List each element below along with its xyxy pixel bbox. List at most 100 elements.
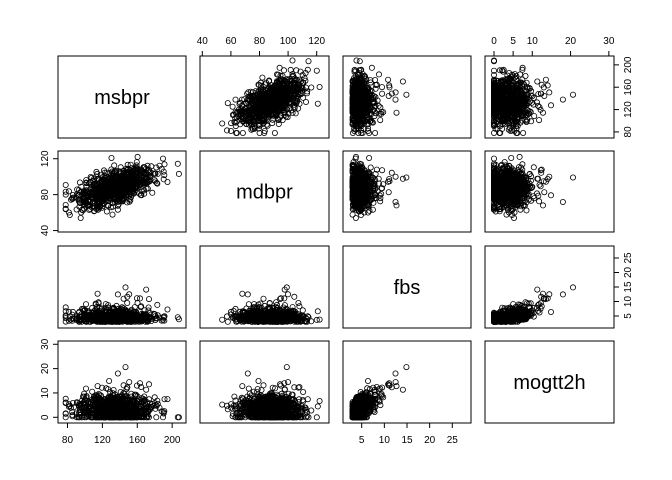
point-mdbpr-msbpr (114, 206, 121, 213)
point-msbpr-mdbpr (273, 78, 280, 85)
point-msbpr-mdbpr (243, 108, 250, 115)
point-mdbpr-msbpr (164, 178, 171, 185)
point-msbpr-mdbpr (237, 121, 244, 128)
point-msbpr-mdbpr (256, 112, 263, 119)
point-msbpr-mdbpr (279, 73, 286, 80)
point-msbpr-fbs (378, 84, 385, 91)
point-mdbpr-fbs (366, 154, 373, 161)
point-msbpr-mdbpr (271, 104, 278, 111)
point-msbpr-mdbpr (274, 78, 281, 85)
point-msbpr-mdbpr (280, 77, 287, 84)
point-msbpr-mdbpr (294, 93, 301, 100)
point-msbpr-fbs (377, 117, 384, 124)
point-mdbpr-mogtt2h (490, 155, 497, 162)
point-mdbpr-fbs (392, 173, 399, 180)
point-msbpr-mdbpr (223, 127, 230, 134)
point-mdbpr-fbs (403, 174, 410, 181)
point-msbpr-fbs (403, 91, 410, 98)
point-msbpr-mdbpr (247, 119, 254, 126)
point-mdbpr-mogtt2h (519, 161, 526, 168)
point-msbpr-mdbpr (247, 104, 254, 111)
point-msbpr-mdbpr (296, 76, 303, 83)
point-msbpr-mdbpr (261, 81, 268, 88)
point-msbpr-mdbpr (291, 99, 298, 106)
point-msbpr-mdbpr (290, 79, 297, 86)
point-msbpr-mdbpr (265, 78, 272, 85)
point-msbpr-mdbpr (263, 79, 270, 86)
point-msbpr-fbs (375, 71, 382, 78)
panel-msbpr-mdbpr (199, 55, 330, 139)
point-msbpr-mdbpr (314, 100, 321, 107)
point-msbpr-mdbpr (292, 110, 299, 117)
point-msbpr-mdbpr (300, 94, 307, 101)
point-msbpr-mdbpr (254, 104, 261, 111)
point-msbpr-mdbpr (238, 96, 245, 103)
point-msbpr-mdbpr (289, 72, 296, 79)
point-msbpr-mogtt2h (542, 76, 549, 83)
point-msbpr-mdbpr (278, 93, 285, 100)
point-msbpr-mogtt2h (559, 96, 566, 103)
point-msbpr-mdbpr (256, 129, 263, 136)
point-msbpr-mdbpr (261, 129, 268, 136)
point-msbpr-mdbpr (255, 125, 262, 132)
point-msbpr-mdbpr (305, 58, 312, 65)
point-mdbpr-mogtt2h (516, 153, 523, 160)
point-mdbpr-fbs (379, 167, 386, 174)
point-msbpr-mdbpr (227, 127, 234, 134)
point-msbpr-mdbpr (248, 126, 255, 133)
point-msbpr-mdbpr (277, 72, 284, 79)
point-mdbpr-fbs (385, 189, 392, 196)
point-msbpr-mogtt2h (546, 89, 553, 96)
point-mdbpr-mogtt2h (530, 164, 537, 171)
point-msbpr-mdbpr (291, 103, 298, 110)
panel-msbpr-fbs (342, 55, 472, 139)
point-msbpr-mdbpr (262, 101, 269, 108)
point-msbpr-mdbpr (302, 99, 309, 106)
point-msbpr-mdbpr (219, 120, 226, 127)
point-msbpr-mdbpr (249, 92, 256, 99)
point-msbpr-mdbpr (237, 99, 244, 106)
point-msbpr-fbs (353, 57, 360, 64)
point-msbpr-mdbpr (265, 105, 272, 112)
point-msbpr-mdbpr (286, 105, 293, 112)
point-msbpr-mdbpr (229, 103, 236, 110)
point-mdbpr-mogtt2h (508, 154, 515, 161)
point-msbpr-mdbpr (241, 96, 248, 103)
point-msbpr-fbs (372, 129, 379, 136)
point-msbpr-mdbpr (232, 96, 239, 103)
point-msbpr-mdbpr (274, 88, 281, 95)
point-mdbpr-mogtt2h (559, 198, 566, 205)
point-msbpr-mdbpr (241, 108, 248, 115)
point-mdbpr-msbpr (134, 153, 141, 160)
point-msbpr-mdbpr (308, 84, 315, 91)
point-mdbpr-msbpr (108, 154, 115, 161)
point-mdbpr-msbpr (161, 161, 168, 168)
point-msbpr-mogtt2h (548, 102, 555, 109)
point-msbpr-mdbpr (289, 73, 296, 80)
point-msbpr-mdbpr (246, 93, 253, 100)
point-msbpr-mdbpr (287, 99, 294, 106)
point-msbpr-mdbpr (288, 107, 295, 114)
variable-label-mdbpr: mdbpr (236, 182, 293, 204)
point-msbpr-mogtt2h (536, 117, 543, 124)
point-msbpr-mdbpr (256, 92, 263, 99)
point-msbpr-mdbpr (256, 122, 263, 129)
point-mdbpr-msbpr (174, 160, 181, 167)
point-msbpr-mdbpr (284, 114, 291, 121)
point-msbpr-mdbpr (316, 84, 323, 91)
point-msbpr-mdbpr (268, 113, 275, 120)
point-msbpr-fbs (393, 109, 400, 116)
point-msbpr-mdbpr (255, 82, 262, 89)
point-msbpr-mdbpr (233, 129, 240, 136)
point-msbpr-mogtt2h (522, 73, 529, 80)
point-msbpr-fbs (379, 90, 386, 97)
point-msbpr-mdbpr (240, 116, 247, 123)
point-msbpr-fbs (399, 78, 406, 85)
point-msbpr-mdbpr (289, 57, 296, 64)
point-msbpr-mdbpr (284, 87, 291, 94)
point-msbpr-mdbpr (239, 129, 246, 136)
point-msbpr-mdbpr (313, 67, 320, 74)
point-msbpr-mdbpr (259, 74, 266, 81)
point-msbpr-mdbpr (280, 90, 287, 97)
